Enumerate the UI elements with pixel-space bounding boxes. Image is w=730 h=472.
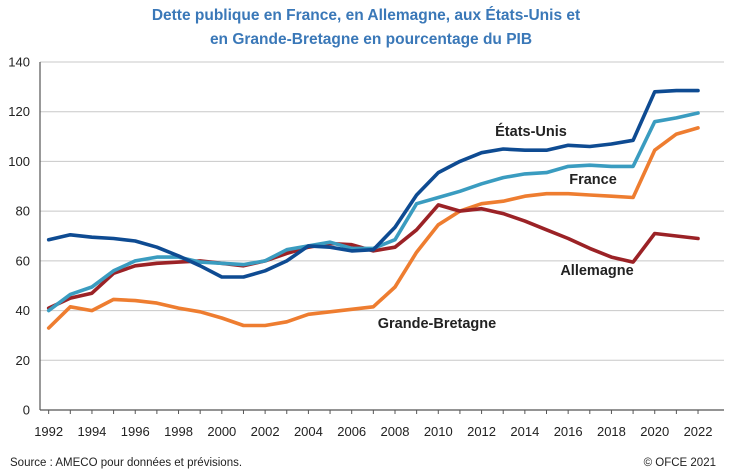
series-line-france [46, 111, 700, 313]
x-tick-label: 2006 [337, 424, 366, 439]
footer: Source : AMECO pour données et prévision… [10, 457, 716, 469]
chart-title-line-1: Dette publique en France, en Allemagne, … [152, 7, 580, 24]
x-tick-label: 2020 [640, 424, 669, 439]
y-tick-label: 0 [23, 403, 30, 418]
copyright-note: © OFCE 2021 [644, 457, 716, 469]
series-line-allemagne [46, 203, 700, 310]
y-tick-label: 40 [16, 303, 30, 318]
chart-title: Dette publique en France, en Allemagne, … [152, 7, 580, 48]
x-tick-label: 1996 [121, 424, 150, 439]
y-tick-label: 100 [8, 154, 30, 169]
x-tick-label: 2002 [251, 424, 280, 439]
y-tick-label: 120 [8, 104, 30, 119]
y-axis-ticks: 0 20 40 60 80 100 120 140 [8, 55, 30, 418]
chart-title-line-2: en Grande-Bretagne en pourcentage du PIB [210, 31, 532, 48]
x-tick-label: 2016 [554, 424, 583, 439]
x-tick-label: 2014 [510, 424, 539, 439]
series-label: Allemagne [560, 263, 633, 279]
series-labels: Grande-Bretagne Allemagne France États-Unis [378, 123, 634, 332]
x-tick-label: 1994 [77, 424, 106, 439]
x-tick-label: 2018 [597, 424, 626, 439]
series-line-grande-bretagne [46, 126, 700, 330]
axes [39, 62, 724, 411]
x-axis-ticks: 1992 1994 1996 1998 2000 2002 2004 2006 2008 2010… [34, 410, 712, 439]
x-tick-label: 2004 [294, 424, 323, 439]
x-tick-label: 2012 [467, 424, 496, 439]
series-label: France [569, 172, 617, 188]
x-tick-label: 1998 [164, 424, 193, 439]
series-line-etats-unis [46, 88, 700, 279]
series-label: Grande-Bretagne [378, 316, 496, 332]
x-tick-label: 2008 [381, 424, 410, 439]
x-tick-label: 2010 [424, 424, 453, 439]
series-lines [46, 88, 700, 330]
x-tick-label: 1992 [34, 424, 63, 439]
gridlines [40, 61, 724, 361]
y-tick-label: 140 [8, 55, 30, 70]
x-tick-label: 2022 [684, 424, 713, 439]
source-note: Source : AMECO pour données et prévision… [10, 457, 242, 469]
y-tick-label: 20 [16, 353, 30, 368]
y-tick-label: 60 [16, 253, 30, 268]
y-tick-label: 80 [16, 204, 30, 219]
x-tick-label: 2000 [207, 424, 236, 439]
series-label: États-Unis [495, 123, 567, 140]
